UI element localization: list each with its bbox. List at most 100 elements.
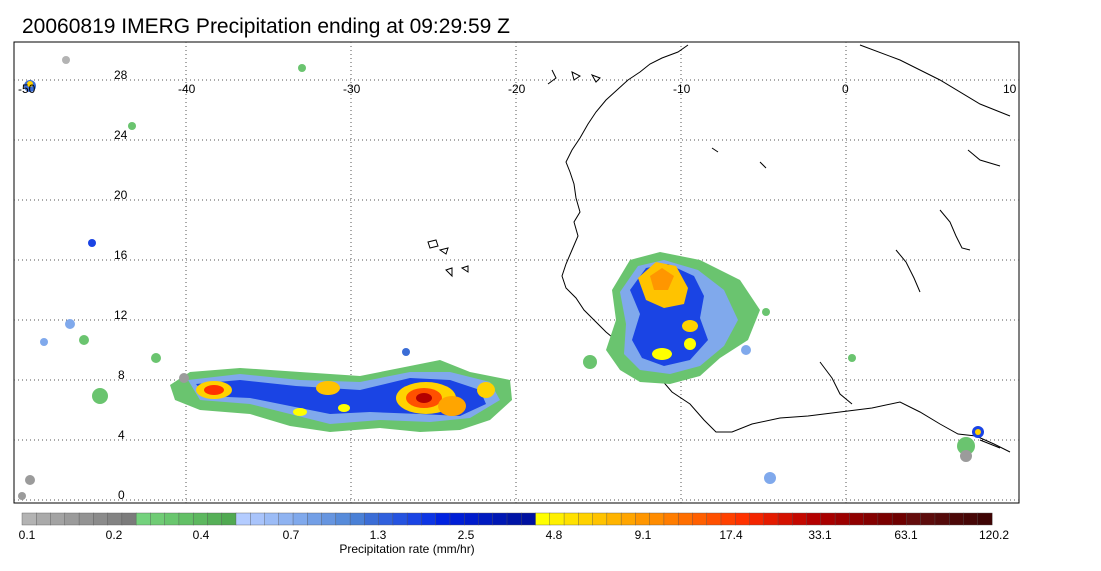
- colorbar-swatch: [221, 512, 237, 526]
- lon-label: -10: [673, 82, 691, 96]
- rain-cell-small: [65, 319, 75, 329]
- colorbar-swatch: [549, 512, 565, 526]
- colorbar-swatch: [849, 512, 865, 526]
- inland-water: [711, 147, 1001, 449]
- colorbar-swatch: [78, 512, 94, 526]
- colorbar-swatch: [620, 512, 636, 526]
- map-title: 20060819 IMERG Precipitation ending at 0…: [22, 15, 510, 38]
- rain-cell-small: [848, 354, 856, 362]
- rain-core-6: [293, 408, 307, 416]
- rain-core-9: [652, 348, 672, 360]
- colorbar-swatch: [506, 512, 522, 526]
- rain-cell-small: [151, 353, 161, 363]
- colorbar-swatch: [977, 512, 993, 526]
- colorbar-swatch: [949, 512, 964, 526]
- lon-label: -20: [508, 82, 526, 96]
- colorbar-swatch: [592, 512, 608, 526]
- lat-label: 4: [118, 428, 125, 442]
- lat-label: 12: [114, 308, 128, 322]
- rain-cell-small: [402, 348, 410, 356]
- rain-cell-small: [764, 472, 776, 484]
- colorbar-swatch: [877, 512, 893, 526]
- lat-label: 8: [118, 368, 125, 382]
- rain-cell-small: [128, 122, 136, 130]
- colorbar-swatch: [963, 512, 979, 526]
- lon-label: 10: [1003, 82, 1017, 96]
- colorbar-swatch: [606, 512, 622, 526]
- rain-cell-small: [25, 475, 35, 485]
- colorbar-swatch: [36, 512, 52, 526]
- colorbar-swatch: [135, 512, 151, 526]
- colorbar-swatch: [920, 512, 936, 526]
- precipitation-cells: [18, 56, 984, 500]
- colorbar-tick-label: 1.3: [369, 528, 387, 542]
- colorbar-swatch: [292, 512, 308, 526]
- rain-core-3-extreme: [416, 393, 432, 403]
- rain-cell-small: [957, 437, 975, 455]
- colorbar-swatch: [578, 512, 594, 526]
- lon-label: 0: [842, 82, 849, 96]
- rain-core-2: [316, 381, 340, 395]
- rain-core-1-heavy: [204, 385, 224, 395]
- lon-label: -30: [343, 82, 361, 96]
- colorbar-swatch: [435, 512, 451, 526]
- colorbar-swatch: [364, 512, 380, 526]
- longitude-labels: -50 -40 -30 -20 -10 0 10: [18, 82, 1017, 96]
- colorbar-swatch: [663, 512, 679, 526]
- colorbar-tick-label: 2.5: [457, 528, 475, 542]
- colorbar: [21, 512, 993, 526]
- colorbar-tick-label: 9.1: [634, 528, 652, 542]
- colorbar-swatch: [635, 512, 651, 526]
- colorbar-swatch: [21, 512, 37, 526]
- rain-cell-small: [79, 335, 89, 345]
- colorbar-swatch: [264, 512, 280, 526]
- colorbar-swatch: [934, 512, 950, 526]
- colorbar-swatch: [464, 512, 479, 526]
- map-frame: [13, 41, 1020, 504]
- rain-cell-small: [975, 429, 981, 435]
- colorbar-swatch: [392, 512, 408, 526]
- colorbar-tick-label: 17.4: [719, 528, 743, 542]
- colorbar-swatch: [235, 512, 251, 526]
- colorbar-tick-label: 63.1: [894, 528, 918, 542]
- colorbar-swatch: [649, 512, 665, 526]
- colorbar-swatch: [820, 512, 836, 526]
- colorbar-tick-label: 0.4: [192, 528, 210, 542]
- colorbar-swatch: [449, 512, 465, 526]
- colorbar-swatch: [492, 512, 508, 526]
- colorbar-swatch: [692, 512, 708, 526]
- colorbar-swatch: [478, 512, 494, 526]
- lat-label: 24: [114, 128, 128, 142]
- colorbar-swatch: [792, 512, 808, 526]
- lat-label: 16: [114, 248, 128, 262]
- colorbar-swatch: [93, 512, 109, 526]
- colorbar-swatch: [250, 512, 266, 526]
- colorbar-swatch: [806, 512, 822, 526]
- rain-cell-small: [88, 239, 96, 247]
- colorbar-swatch: [192, 512, 208, 526]
- rain-cell-small: [298, 64, 306, 72]
- rain-cell-small: [62, 56, 70, 64]
- colorbar-swatch: [906, 512, 922, 526]
- colorbar-tick-label: 0.2: [105, 528, 123, 542]
- colorbar-swatch: [107, 512, 123, 526]
- rain-cell-small: [27, 81, 33, 87]
- colorbar-swatch: [406, 512, 422, 526]
- colorbar-swatch: [164, 512, 180, 526]
- coastline: [427, 44, 1011, 453]
- rain-cell-small: [960, 450, 972, 462]
- rain-core-5: [477, 382, 495, 398]
- colorbar-swatch: [378, 512, 394, 526]
- colorbar-tick-label: 0.1: [18, 528, 36, 542]
- rain-core-8-heavy: [650, 268, 674, 290]
- colorbar-swatch: [307, 512, 323, 526]
- colorbar-swatch: [720, 512, 736, 526]
- rain-cell-small: [179, 373, 189, 383]
- colorbar-swatch: [321, 512, 337, 526]
- colorbar-tick-label: 33.1: [808, 528, 832, 542]
- lon-label: -40: [178, 82, 196, 96]
- colorbar-swatch: [178, 512, 194, 526]
- latitude-labels: 28 24 20 16 12 8 4 0: [114, 68, 128, 502]
- rain-cell-small: [18, 492, 26, 500]
